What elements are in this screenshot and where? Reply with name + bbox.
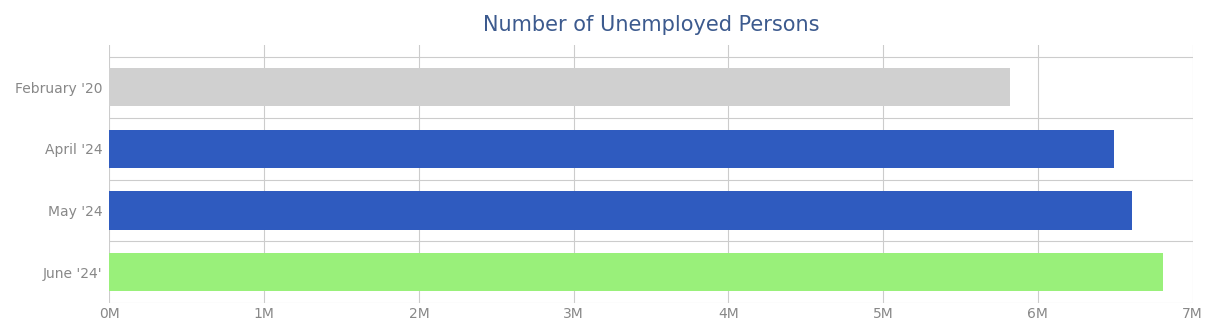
Bar: [110, 68, 1010, 107]
Bar: [110, 253, 1163, 291]
Title: Number of Unemployed Persons: Number of Unemployed Persons: [482, 15, 820, 35]
Bar: [110, 192, 1133, 229]
Bar: [110, 130, 1113, 168]
